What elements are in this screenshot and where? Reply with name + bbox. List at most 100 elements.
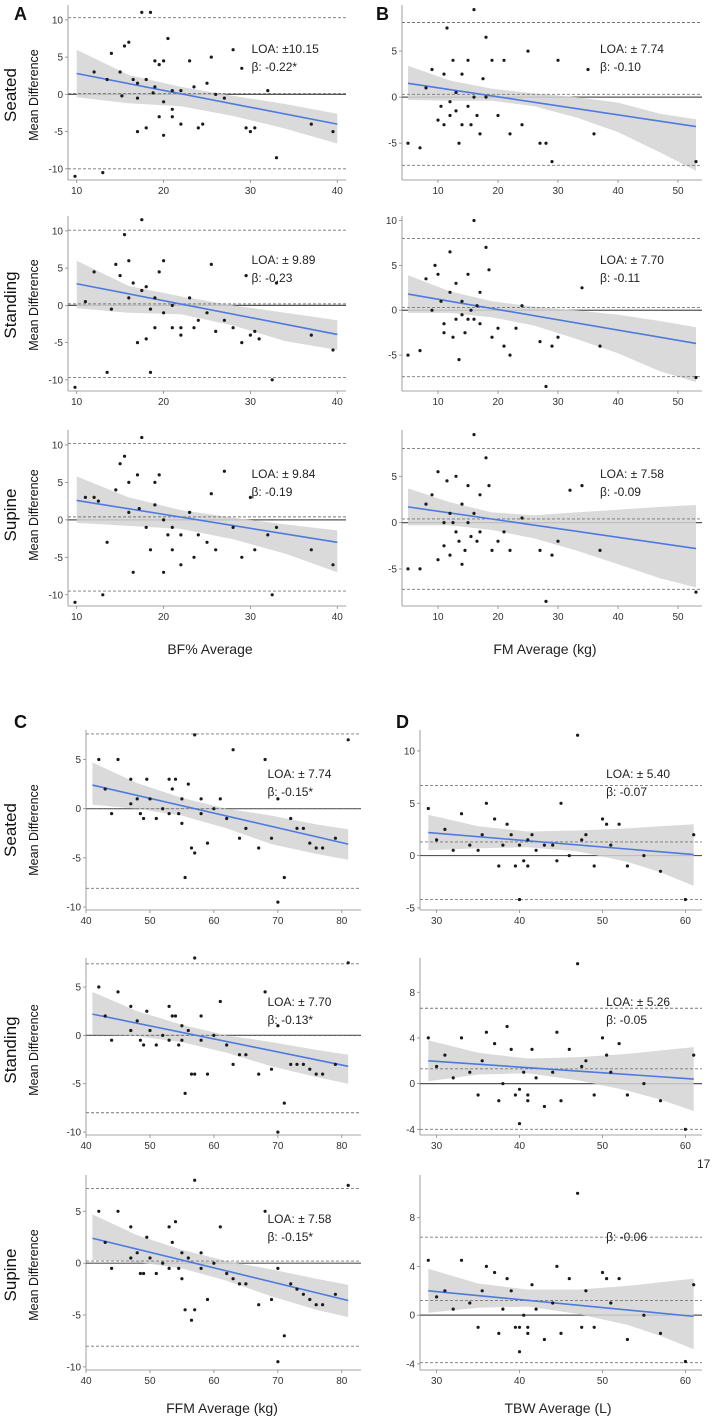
data-point bbox=[144, 285, 148, 289]
data-point bbox=[127, 480, 131, 484]
data-point bbox=[436, 272, 440, 276]
data-point bbox=[426, 1036, 430, 1040]
data-point bbox=[214, 329, 218, 333]
data-point bbox=[517, 1325, 522, 1329]
y-tick-label: -5 bbox=[72, 1311, 81, 1322]
data-point bbox=[244, 1053, 248, 1057]
data-point bbox=[448, 553, 452, 557]
y-tick-label: -5 bbox=[388, 564, 397, 575]
data-point bbox=[162, 259, 166, 263]
data-point bbox=[266, 533, 270, 537]
data-point bbox=[129, 802, 133, 806]
data-point bbox=[135, 130, 140, 134]
x-tick-label: 20 bbox=[158, 612, 170, 623]
data-point bbox=[576, 1191, 580, 1195]
data-point bbox=[550, 160, 554, 164]
beta-annotation: β: -0.22* bbox=[251, 60, 297, 74]
data-point bbox=[459, 1036, 464, 1040]
data-point bbox=[445, 479, 449, 483]
data-point bbox=[556, 335, 560, 339]
data-point bbox=[418, 146, 422, 150]
data-point bbox=[625, 1337, 630, 1342]
data-point bbox=[314, 1072, 318, 1076]
data-point bbox=[642, 854, 646, 858]
data-point bbox=[127, 40, 131, 44]
data-point bbox=[231, 326, 235, 330]
data-point bbox=[131, 570, 135, 574]
confidence-band bbox=[408, 488, 696, 588]
data-point bbox=[490, 548, 494, 553]
data-point bbox=[180, 1251, 184, 1255]
data-point bbox=[309, 548, 313, 552]
data-point bbox=[442, 123, 446, 127]
data-point bbox=[209, 492, 213, 496]
panel-letter-b: B bbox=[376, 4, 389, 24]
data-point bbox=[114, 488, 118, 492]
data-point bbox=[692, 833, 696, 837]
loa-annotation: LOA: ± 7.58 bbox=[268, 1212, 332, 1226]
data-point bbox=[225, 816, 229, 821]
x-tick-label: 70 bbox=[272, 1141, 284, 1152]
data-point bbox=[460, 299, 464, 303]
data-point bbox=[170, 548, 174, 552]
y-tick-label: 5 bbox=[391, 261, 397, 272]
data-point bbox=[476, 1325, 480, 1329]
data-point bbox=[520, 516, 524, 520]
data-point bbox=[188, 510, 192, 514]
panel-b-seated: 10 20 30 40 50 -5 0 5 LOA: ± 7.74 β: -0.10 bbox=[388, 5, 702, 197]
data-point bbox=[484, 1030, 488, 1034]
data-point bbox=[144, 126, 148, 130]
x-tick-label: 30 bbox=[431, 1141, 443, 1152]
panel-d-supine: 30 40 50 60 -4 0 4 8 β: -0.06 bbox=[406, 1175, 702, 1387]
data-point bbox=[454, 109, 458, 113]
data-point bbox=[333, 1062, 337, 1066]
data-point bbox=[148, 548, 153, 552]
data-point bbox=[167, 777, 171, 781]
data-point bbox=[584, 1289, 588, 1293]
panel-c-seated: 40 50 60 70 80 -10 -5 0 5 LOA: ± 7.74 β: -0.15* bbox=[67, 730, 361, 927]
regression-line bbox=[92, 784, 349, 845]
data-point bbox=[199, 1038, 203, 1042]
beta-annotation: β: -0.13* bbox=[268, 1013, 314, 1027]
data-point bbox=[435, 1064, 439, 1069]
data-point bbox=[153, 59, 157, 63]
data-point bbox=[493, 1042, 497, 1046]
data-point bbox=[496, 113, 500, 118]
x-tick-label: 50 bbox=[144, 916, 156, 927]
x-tick-label: 40 bbox=[514, 1141, 526, 1152]
data-point bbox=[443, 1053, 447, 1057]
panel-a-standing: 10 20 30 40 -10 -5 0 5 10 LOA: ± 9.89 β: -0.23 bbox=[49, 216, 346, 408]
data-point bbox=[443, 827, 447, 832]
data-point bbox=[580, 1064, 584, 1069]
data-point bbox=[295, 1287, 299, 1291]
data-point bbox=[600, 1270, 605, 1275]
data-point bbox=[442, 72, 446, 76]
confidence-band bbox=[92, 762, 349, 860]
data-point bbox=[551, 1301, 555, 1305]
y-tick-label: 0 bbox=[409, 1079, 415, 1090]
data-point bbox=[542, 1337, 547, 1342]
data-point bbox=[468, 843, 472, 847]
data-point bbox=[231, 1062, 235, 1066]
data-point bbox=[451, 521, 455, 525]
data-point bbox=[188, 296, 192, 300]
data-point bbox=[517, 1087, 522, 1091]
data-point bbox=[331, 563, 335, 567]
data-point bbox=[509, 1047, 513, 1051]
data-point bbox=[276, 1266, 280, 1270]
data-point bbox=[253, 126, 257, 130]
data-point bbox=[110, 1038, 114, 1042]
data-point bbox=[289, 816, 293, 821]
data-point bbox=[162, 133, 166, 137]
data-point bbox=[418, 349, 422, 353]
data-point bbox=[605, 1277, 609, 1281]
row-label-standing-bottom: Standing bbox=[1, 1016, 20, 1083]
y-axis-label: Mean Difference bbox=[27, 784, 41, 876]
data-point bbox=[484, 1264, 488, 1268]
data-point bbox=[129, 777, 133, 781]
data-point bbox=[274, 156, 279, 160]
data-point bbox=[214, 92, 218, 96]
data-point bbox=[148, 307, 153, 311]
data-point bbox=[118, 70, 122, 74]
data-point bbox=[179, 326, 183, 330]
